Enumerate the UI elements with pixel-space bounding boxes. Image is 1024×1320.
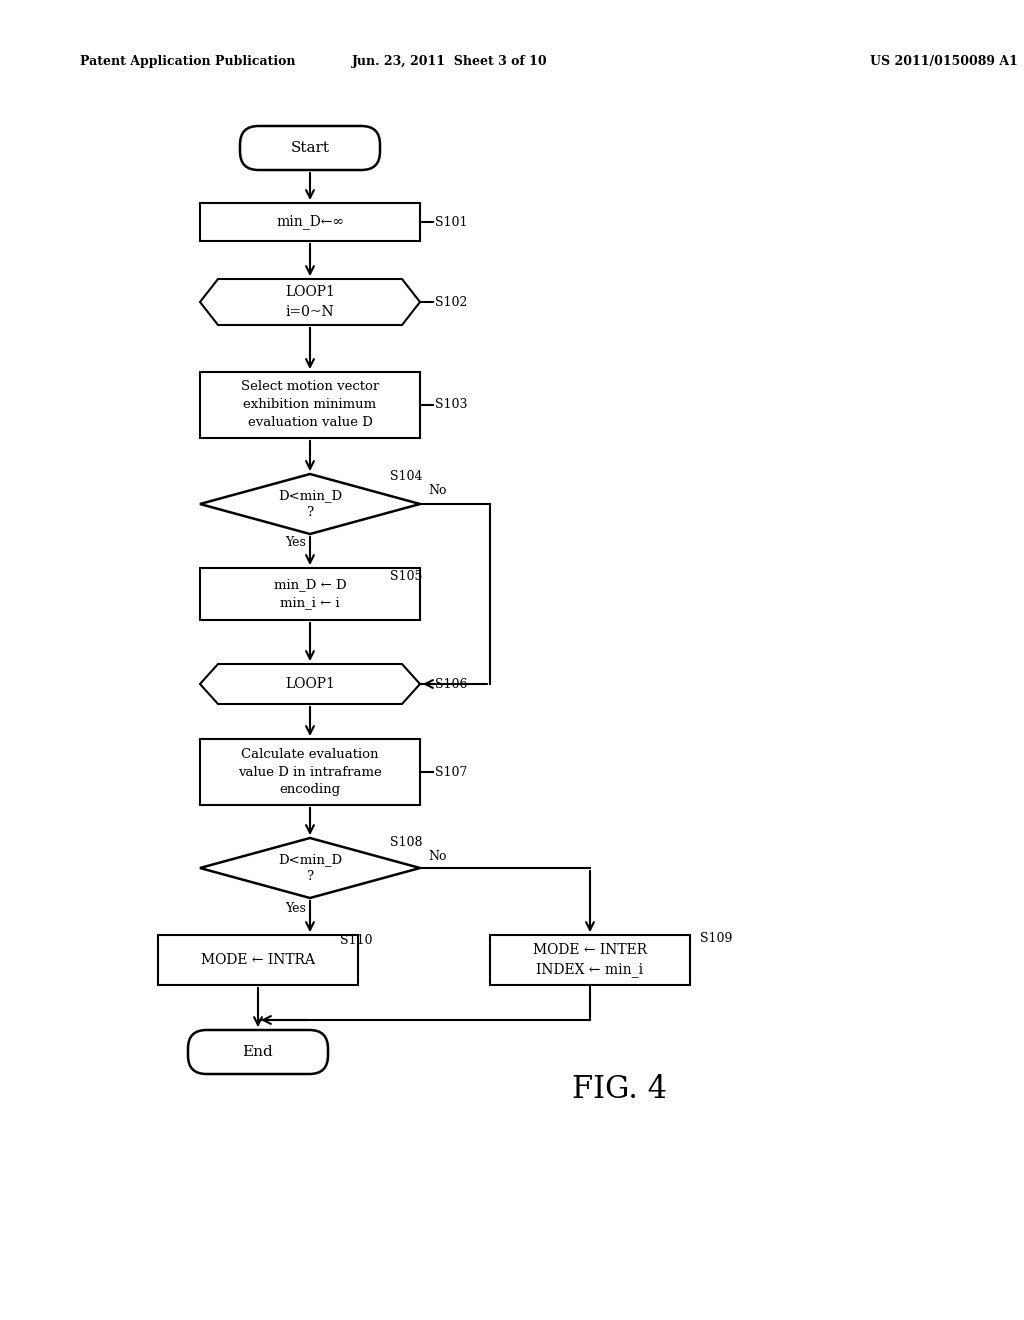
Text: Patent Application Publication: Patent Application Publication xyxy=(80,55,296,69)
Text: S110: S110 xyxy=(340,933,373,946)
FancyBboxPatch shape xyxy=(200,568,420,620)
Text: S108: S108 xyxy=(390,836,423,849)
Text: Yes: Yes xyxy=(285,902,306,915)
Polygon shape xyxy=(200,664,420,704)
Text: End: End xyxy=(243,1045,273,1059)
Text: Select motion vector
exhibition minimum
evaluation value D: Select motion vector exhibition minimum … xyxy=(241,380,379,429)
FancyBboxPatch shape xyxy=(188,1030,328,1074)
Text: No: No xyxy=(428,483,446,496)
Text: No: No xyxy=(428,850,446,862)
FancyBboxPatch shape xyxy=(240,125,380,170)
Text: S101: S101 xyxy=(435,215,468,228)
Text: MODE ← INTRA: MODE ← INTRA xyxy=(201,953,315,968)
Text: D<min_D
?: D<min_D ? xyxy=(278,488,342,519)
FancyBboxPatch shape xyxy=(158,935,358,985)
Text: MODE ← INTER
INDEX ← min_i: MODE ← INTER INDEX ← min_i xyxy=(532,942,647,977)
Text: S107: S107 xyxy=(435,766,467,779)
Text: min_D←∞: min_D←∞ xyxy=(276,215,344,230)
Text: D<min_D
?: D<min_D ? xyxy=(278,853,342,883)
Text: S102: S102 xyxy=(435,296,467,309)
Polygon shape xyxy=(200,279,420,325)
Polygon shape xyxy=(200,838,420,898)
Text: S106: S106 xyxy=(435,677,468,690)
Text: min_D ← D
min_i ← i: min_D ← D min_i ← i xyxy=(273,578,346,610)
Text: S103: S103 xyxy=(435,399,468,412)
Text: LOOP1: LOOP1 xyxy=(285,677,335,690)
Text: Jun. 23, 2011  Sheet 3 of 10: Jun. 23, 2011 Sheet 3 of 10 xyxy=(352,55,548,69)
Text: S105: S105 xyxy=(390,569,422,582)
FancyBboxPatch shape xyxy=(200,203,420,242)
Text: LOOP1
i=0~N: LOOP1 i=0~N xyxy=(285,285,335,318)
FancyBboxPatch shape xyxy=(200,739,420,805)
Text: US 2011/0150089 A1: US 2011/0150089 A1 xyxy=(870,55,1018,69)
Text: Yes: Yes xyxy=(285,536,306,549)
Text: S104: S104 xyxy=(390,470,423,483)
Text: Start: Start xyxy=(291,141,330,154)
Text: S109: S109 xyxy=(700,932,732,945)
FancyBboxPatch shape xyxy=(490,935,690,985)
Text: Calculate evaluation
value D in intraframe
encoding: Calculate evaluation value D in intrafra… xyxy=(239,747,382,796)
Text: FIG. 4: FIG. 4 xyxy=(572,1074,668,1106)
FancyBboxPatch shape xyxy=(200,372,420,438)
Polygon shape xyxy=(200,474,420,535)
